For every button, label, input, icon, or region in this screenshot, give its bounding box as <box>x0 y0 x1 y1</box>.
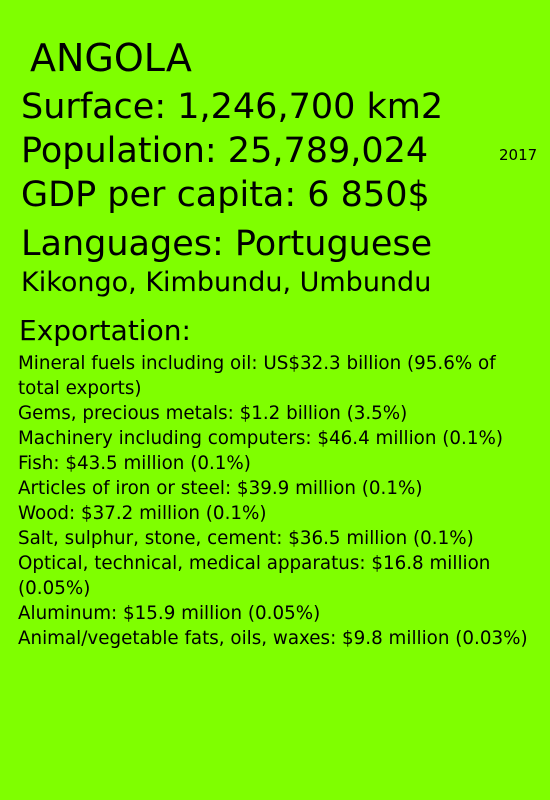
exportation-item: Wood: $37.2 million (0.1%) <box>18 503 267 524</box>
exportation-item: Articles of iron or steel: $39.9 million… <box>18 478 423 499</box>
exportation-item: Salt, sulphur, stone, cement: $36.5 mill… <box>18 528 474 549</box>
exportation-item: Machinery including computers: $46.4 mil… <box>18 428 503 449</box>
exportation-title: Exportation: <box>19 314 191 347</box>
exportation-item: Animal/vegetable fats, oils, waxes: $9.8… <box>18 628 528 649</box>
exportation-list: Mineral fuels including oil: US$32.3 bil… <box>18 351 528 651</box>
exportation-item: Mineral fuels including oil: US$32.3 bil… <box>18 353 496 399</box>
exportation-item: Optical, technical, medical apparatus: $… <box>18 553 491 599</box>
gdp-line: GDP per capita: 6 850$ <box>21 175 430 215</box>
country-name: ANGOLA <box>30 36 192 80</box>
surface-line: Surface: 1,246,700 km2 <box>21 87 444 127</box>
population-line: Population: 25,789,024 <box>21 131 429 171</box>
languages-line: Languages: Portuguese <box>21 224 433 264</box>
exportation-item: Aluminum: $15.9 million (0.05%) <box>18 603 321 624</box>
languages-other-line: Kikongo, Kimbundu, Umbundu <box>21 267 432 298</box>
population-year: 2017 <box>499 146 538 164</box>
exportation-item: Fish: $43.5 million (0.1%) <box>18 453 251 474</box>
exportation-item: Gems, precious metals: $1.2 billion (3.5… <box>18 403 408 424</box>
